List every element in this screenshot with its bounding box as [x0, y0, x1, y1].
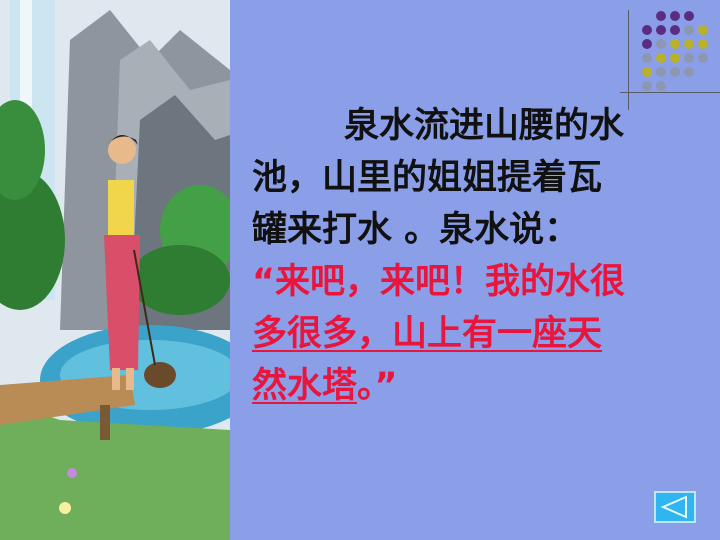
decor-dot	[670, 53, 680, 63]
tree	[0, 170, 65, 310]
quote-line-3-underlined: 然水塔	[252, 366, 358, 406]
text-line-3: 罐来打水 。泉水说：	[252, 210, 580, 250]
back-button[interactable]	[654, 491, 696, 523]
grass	[0, 400, 230, 540]
decor-dot	[698, 25, 708, 35]
decor-dot	[698, 39, 708, 49]
decor-dot	[684, 67, 694, 77]
decor-dot	[642, 39, 652, 49]
decor-dot	[642, 53, 652, 63]
decor-dot	[656, 67, 666, 77]
decor-dot	[684, 11, 694, 21]
decor-dot	[670, 67, 680, 77]
wooden-bridge	[0, 375, 135, 425]
decor-dot	[656, 39, 666, 49]
decor-horizontal-line	[620, 92, 720, 93]
decor-dot	[656, 81, 666, 91]
decor-dot	[670, 11, 680, 21]
decor-dot	[642, 81, 652, 91]
decor-dot	[670, 39, 680, 49]
decor-dot	[670, 25, 680, 35]
decor-dot	[656, 25, 666, 35]
text-line-2: 池，山里的姐姐提着瓦	[252, 158, 603, 198]
decor-dot	[656, 53, 666, 63]
quote-line-1: “来吧，来吧！我的水很	[252, 262, 626, 302]
story-text: 泉水流进山腰的水 池，山里的姐姐提着瓦 罐来打水 。泉水说： “来吧，来吧！我的…	[252, 100, 714, 412]
quote-line-3-end: 。”	[357, 366, 398, 406]
back-triangle-icon	[660, 495, 687, 519]
decor-dot	[656, 11, 666, 21]
decor-dot	[642, 25, 652, 35]
decor-vertical-line	[628, 10, 629, 110]
quote-line-2: 多很多，山上有一座天	[252, 314, 603, 354]
decor-dot	[684, 39, 694, 49]
decor-dot	[642, 67, 652, 77]
decor-dot	[684, 25, 694, 35]
decor-dot	[684, 53, 694, 63]
clay-jar	[144, 362, 176, 388]
decor-dot-grid	[642, 11, 708, 91]
text-line-1: 泉水流进山腰的水	[344, 106, 625, 146]
girl	[108, 136, 136, 164]
decor-dot	[698, 53, 708, 63]
story-illustration	[0, 0, 230, 540]
